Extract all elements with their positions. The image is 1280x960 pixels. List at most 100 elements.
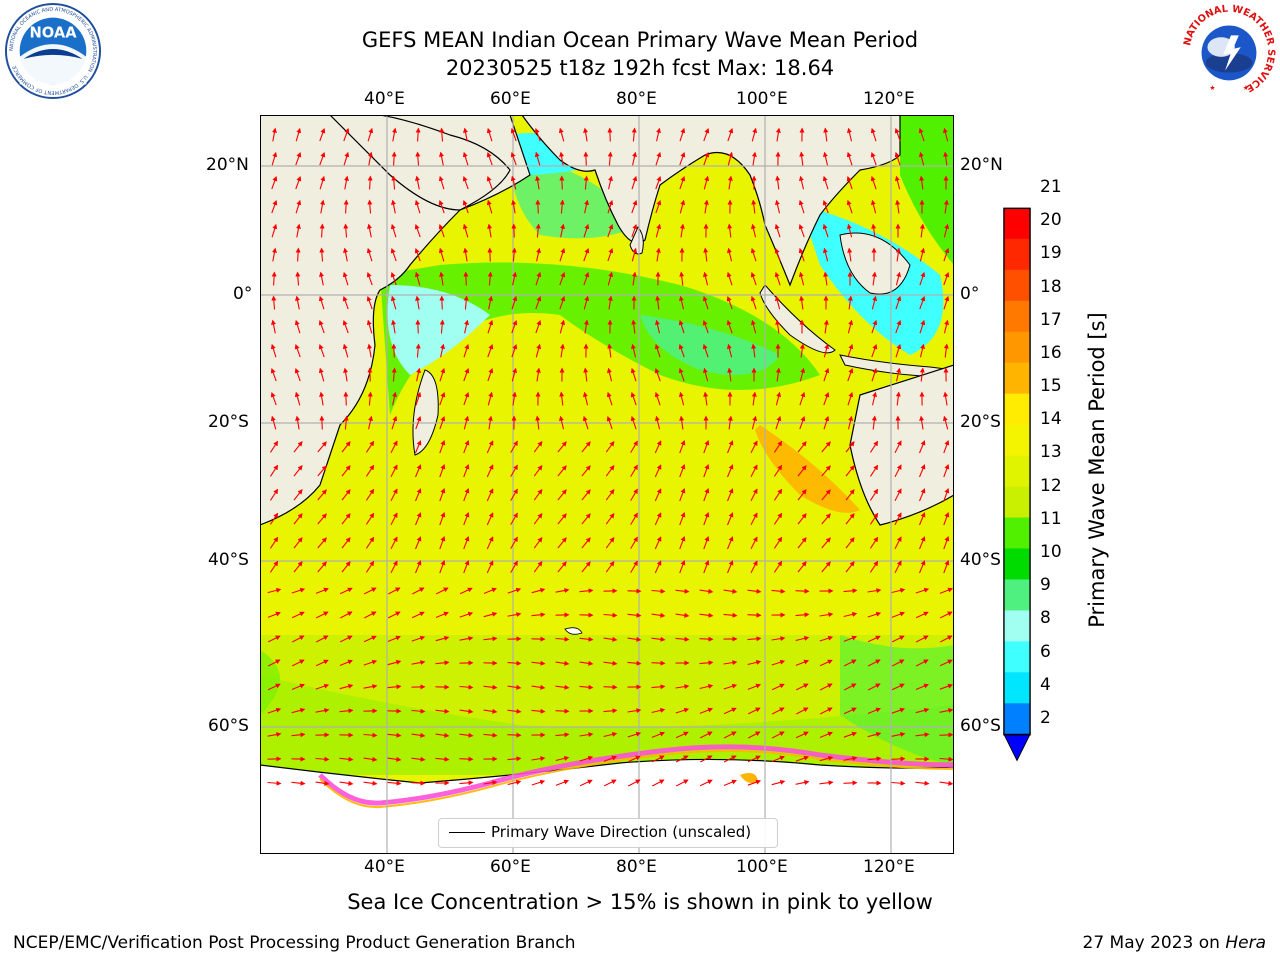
wave-direction-arrow bbox=[555, 708, 570, 714]
wave-direction-arrow bbox=[774, 199, 781, 214]
wave-direction-arrow bbox=[366, 247, 373, 262]
wave-direction-arrow bbox=[867, 611, 882, 618]
wave-direction-arrow bbox=[627, 779, 641, 787]
wave-direction-arrow bbox=[343, 151, 350, 166]
wave-direction-arrow bbox=[320, 199, 325, 214]
wave-direction-arrow bbox=[870, 151, 877, 166]
wave-direction-arrow bbox=[679, 511, 686, 526]
wave-direction-arrow bbox=[871, 343, 878, 358]
wave-direction-arrow bbox=[435, 660, 450, 666]
colorbar-bin bbox=[1003, 362, 1031, 395]
wave-direction-arrow bbox=[894, 536, 902, 550]
wave-direction-arrow bbox=[603, 684, 618, 690]
wave-direction-arrow bbox=[915, 659, 929, 667]
wave-direction-arrow bbox=[607, 127, 613, 142]
wave-direction-arrow bbox=[699, 636, 714, 642]
wave-direction-arrow bbox=[655, 151, 662, 166]
wave-direction-arrow bbox=[823, 127, 829, 142]
wave-direction-arrow bbox=[295, 151, 302, 166]
wave-direction-arrow bbox=[317, 441, 327, 453]
wave-direction-arrow bbox=[559, 247, 566, 262]
wave-direction-arrow bbox=[535, 295, 542, 310]
wave-direction-arrow bbox=[414, 536, 422, 550]
wave-direction-arrow bbox=[555, 732, 570, 738]
wave-direction-arrow bbox=[821, 513, 831, 525]
wave-direction-arrow bbox=[579, 732, 594, 738]
wave-direction-arrow bbox=[390, 271, 397, 286]
wave-direction-arrow bbox=[605, 512, 615, 525]
wave-direction-arrow bbox=[511, 295, 518, 310]
wave-direction-arrow bbox=[631, 127, 637, 142]
wave-direction-arrow bbox=[843, 635, 858, 642]
wave-direction-arrow bbox=[797, 465, 807, 477]
wave-direction-arrow bbox=[702, 319, 709, 334]
colorbar-bin bbox=[1003, 548, 1031, 580]
wave-direction-arrow bbox=[439, 487, 446, 502]
wave-direction-arrow bbox=[871, 295, 878, 310]
wave-direction-arrow bbox=[535, 199, 541, 214]
wave-direction-arrow bbox=[943, 487, 950, 502]
wave-direction-arrow bbox=[918, 464, 926, 478]
wave-direction-arrow bbox=[679, 175, 686, 190]
lon-label-bottom-60: 60°E bbox=[490, 857, 531, 877]
wave-direction-arrow bbox=[651, 660, 666, 666]
wave-direction-arrow bbox=[271, 319, 276, 334]
wave-direction-arrow bbox=[464, 319, 469, 334]
wave-direction-arrow bbox=[344, 175, 349, 190]
wave-direction-arrow bbox=[919, 271, 926, 286]
wave-direction-arrow bbox=[651, 612, 666, 618]
wave-direction-arrow bbox=[871, 223, 877, 238]
wave-direction-arrow bbox=[439, 127, 445, 142]
wave-direction-arrow bbox=[655, 223, 662, 238]
wave-direction-arrow bbox=[939, 587, 954, 594]
wave-direction-arrow bbox=[703, 535, 710, 550]
wave-direction-arrow bbox=[845, 465, 855, 477]
wave-direction-arrow bbox=[366, 295, 373, 310]
period-band-9-10 bbox=[640, 315, 780, 375]
colorbar-bin bbox=[1003, 486, 1031, 518]
wave-direction-arrow bbox=[919, 343, 926, 358]
wave-direction-arrow bbox=[699, 707, 714, 714]
wave-direction-arrow bbox=[387, 611, 401, 619]
sea-ice-patch bbox=[740, 773, 758, 783]
wave-direction-arrow bbox=[939, 683, 954, 690]
wave-direction-arrow bbox=[390, 488, 398, 501]
wave-direction-arrow bbox=[799, 367, 806, 382]
wave-direction-arrow bbox=[531, 660, 546, 666]
wave-direction-arrow bbox=[726, 512, 734, 526]
wave-direction-arrow bbox=[603, 660, 618, 666]
wave-direction-arrow bbox=[654, 319, 661, 334]
wave-direction-arrow bbox=[605, 440, 615, 453]
wave-direction-arrow bbox=[463, 415, 470, 430]
wave-direction-arrow bbox=[703, 175, 710, 190]
wave-direction-arrow bbox=[627, 731, 642, 738]
wave-direction-arrow bbox=[675, 636, 690, 642]
wave-direction-arrow bbox=[486, 512, 494, 526]
wave-direction-arrow bbox=[678, 319, 685, 334]
wave-direction-arrow bbox=[531, 612, 546, 618]
wave-direction-arrow bbox=[895, 295, 902, 310]
wave-direction-arrow bbox=[891, 780, 906, 786]
wave-direction-arrow bbox=[895, 343, 902, 358]
wave-direction-arrow bbox=[531, 708, 546, 714]
wave-direction-arrow bbox=[463, 559, 470, 574]
lat-label-left-20s: 20°S bbox=[208, 412, 249, 432]
wave-direction-arrow bbox=[891, 732, 906, 737]
wave-direction-arrow bbox=[319, 247, 325, 262]
wave-direction-arrow bbox=[557, 465, 567, 477]
wave-direction-arrow bbox=[819, 659, 833, 667]
sea-ice-edge-yellow bbox=[319, 749, 954, 809]
wave-direction-arrow bbox=[390, 247, 397, 262]
wave-direction-arrow bbox=[581, 441, 591, 453]
wave-direction-arrow bbox=[319, 271, 324, 286]
wave-direction-arrow bbox=[293, 537, 303, 549]
wave-direction-arrow bbox=[535, 223, 541, 238]
wave-direction-arrow bbox=[727, 223, 733, 238]
wave-direction-arrow bbox=[315, 587, 329, 594]
sea-ice-edge bbox=[318, 744, 954, 806]
wave-direction-arrow bbox=[268, 659, 281, 667]
wave-direction-arrow bbox=[750, 560, 758, 573]
wave-direction-arrow bbox=[891, 587, 906, 594]
wave-direction-arrow bbox=[291, 780, 306, 786]
wave-direction-arrow bbox=[726, 271, 733, 286]
